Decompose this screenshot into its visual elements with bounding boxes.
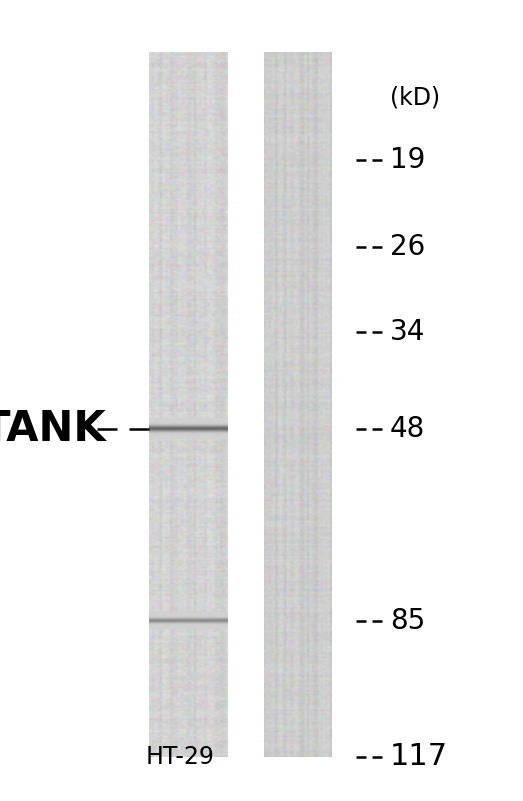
Text: 117: 117: [390, 743, 448, 771]
Text: 34: 34: [390, 319, 425, 346]
Text: 19: 19: [390, 147, 425, 174]
Text: TANK: TANK: [0, 408, 107, 449]
Text: 85: 85: [390, 607, 425, 634]
Text: HT-29: HT-29: [146, 745, 215, 769]
Text: (kD): (kD): [390, 86, 440, 110]
Text: 26: 26: [390, 233, 425, 260]
Text: 48: 48: [390, 415, 425, 442]
